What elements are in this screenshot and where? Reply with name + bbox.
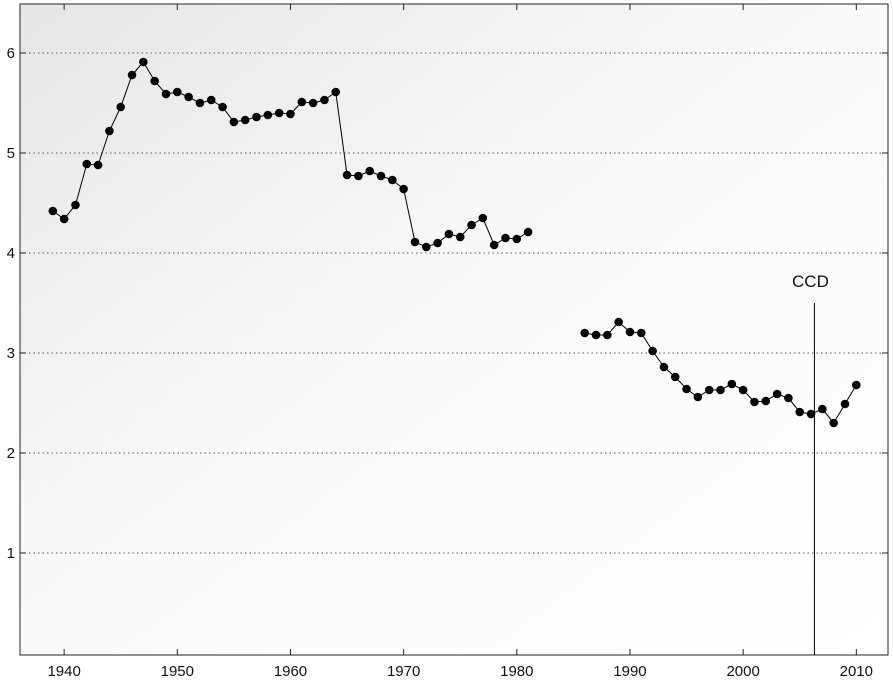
data-point [229,117,239,127]
data-point [116,102,126,112]
y-tick-label: 4 [7,245,15,262]
data-point [591,330,601,340]
data-point [240,115,250,125]
data-point [59,214,69,224]
data-point [693,392,703,402]
data-point [806,409,816,419]
plot-area [19,3,889,656]
x-tick-label: 1970 [387,663,420,680]
data-point [286,109,295,119]
data-point [750,397,759,407]
data-point [388,175,397,185]
data-point [648,346,657,356]
data-point [784,393,793,403]
data-point [523,227,533,237]
data-point [738,385,748,395]
data-point [659,362,669,372]
data-point [501,233,510,243]
data-point [614,317,623,327]
data-point [376,171,386,181]
y-tick-label: 6 [7,45,15,62]
data-point [636,328,646,338]
data-point [433,238,442,248]
data-point [795,407,805,417]
data-point [467,220,476,230]
data-point [252,112,261,122]
data-point [71,200,80,210]
data-point [727,379,737,389]
data-point [478,213,488,223]
data-point [173,87,182,97]
data-point [297,97,307,107]
data-point [139,57,148,67]
data-point [625,327,635,337]
data-point [852,380,861,390]
x-tick-label: 1950 [161,663,194,680]
y-tick-label: 3 [7,345,15,362]
x-tick-label: 1940 [47,663,80,680]
data-point [682,384,691,394]
y-tick-label: 5 [7,145,15,162]
data-point [818,404,827,414]
data-point [195,98,205,108]
data-point [670,372,680,382]
data-point [410,237,420,247]
data-point [354,171,363,181]
data-point [761,396,771,406]
x-tick-label: 2010 [840,663,873,680]
data-point [184,92,193,102]
data-point [274,108,284,118]
data-point [489,240,499,250]
data-point [444,229,454,239]
data-point [320,95,329,105]
x-tick-label: 1990 [613,663,646,680]
y-tick-label: 2 [7,445,15,462]
x-tick-label: 1960 [274,663,307,680]
data-point [263,110,273,120]
data-point [218,102,227,112]
data-point [93,160,103,170]
data-point [716,385,725,395]
data-point [772,389,782,399]
data-point [512,234,522,244]
x-tick-label: 2000 [726,663,759,680]
data-point [603,330,612,340]
data-point [342,170,352,180]
data-point [580,328,590,338]
data-point [105,126,114,136]
data-point [48,206,58,216]
data-point [455,232,465,242]
x-tick-label: 1980 [500,663,533,680]
data-point [206,95,216,105]
annotation-label: CCD [792,272,829,291]
data-point [365,166,374,176]
data-point [127,70,137,80]
data-point [840,399,850,409]
data-point [829,418,838,428]
data-point [150,76,159,86]
data-point [82,159,92,169]
data-point [331,87,341,97]
y-tick-label: 1 [7,545,15,562]
data-point [308,98,318,108]
data-point [161,89,171,99]
data-point [399,184,408,194]
data-point [704,385,714,395]
data-point [421,242,431,252]
